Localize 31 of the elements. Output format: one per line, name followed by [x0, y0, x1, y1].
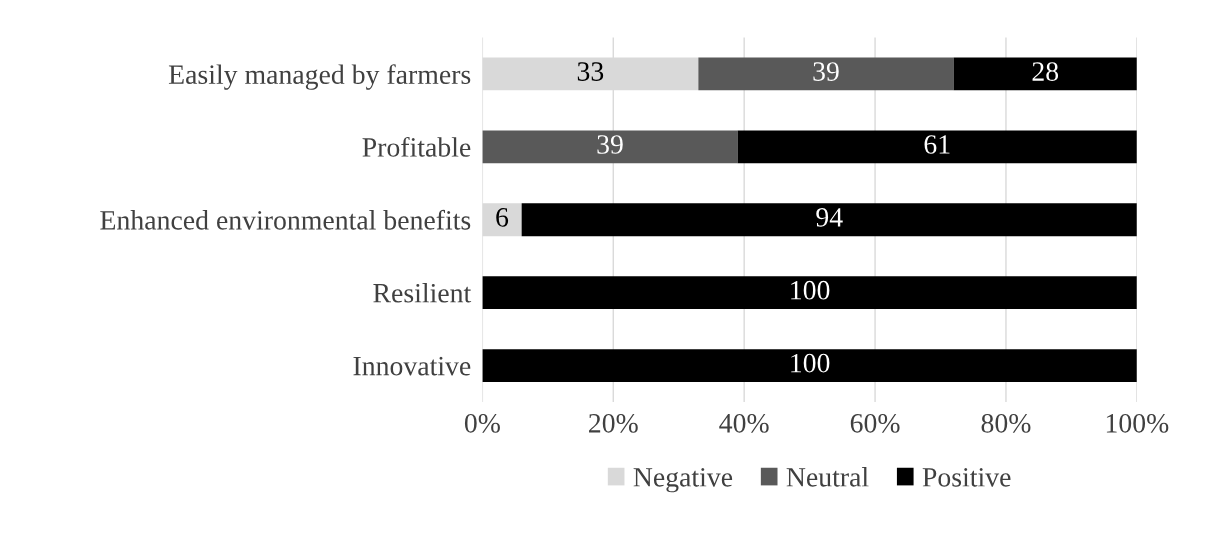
bar — [482, 203, 522, 237]
data-label: 28 — [1032, 62, 1059, 81]
bar — [482, 349, 1137, 382]
data-label: 100 — [791, 353, 830, 373]
y-tick-label: Innovative — [353, 356, 471, 376]
y-tick-label: Easily managed by farmers — [168, 64, 471, 90]
legend-label: Negative — [633, 467, 733, 493]
bar — [482, 130, 738, 164]
legend-label: Neutral — [786, 467, 869, 487]
data-label: 33 — [577, 62, 604, 81]
x-tick-label: 60% — [850, 413, 900, 433]
bar — [737, 130, 1137, 164]
x-tick-label: 20% — [589, 413, 638, 433]
data-label: 100 — [791, 280, 830, 300]
bar — [953, 57, 1137, 91]
data-label: 94 — [816, 208, 843, 227]
y-tick-label: Enhanced environmental benefits — [100, 209, 471, 230]
data-label: 39 — [597, 135, 623, 154]
data-label: 61 — [924, 135, 950, 154]
x-tick-label: 80% — [981, 413, 1031, 433]
data-label: 6 — [496, 208, 509, 227]
bar — [698, 57, 954, 91]
data-label: 39 — [813, 62, 839, 81]
legend-label: Positive — [922, 467, 1011, 487]
bar — [521, 203, 1137, 237]
x-tick-label: 0% — [464, 413, 500, 433]
bar — [482, 276, 1137, 310]
x-tick-label: 100% — [1106, 413, 1169, 433]
y-tick-label: Resilient — [373, 283, 472, 303]
x-tick-label: 40% — [719, 413, 769, 433]
y-tick-label: Profitable — [362, 136, 471, 157]
